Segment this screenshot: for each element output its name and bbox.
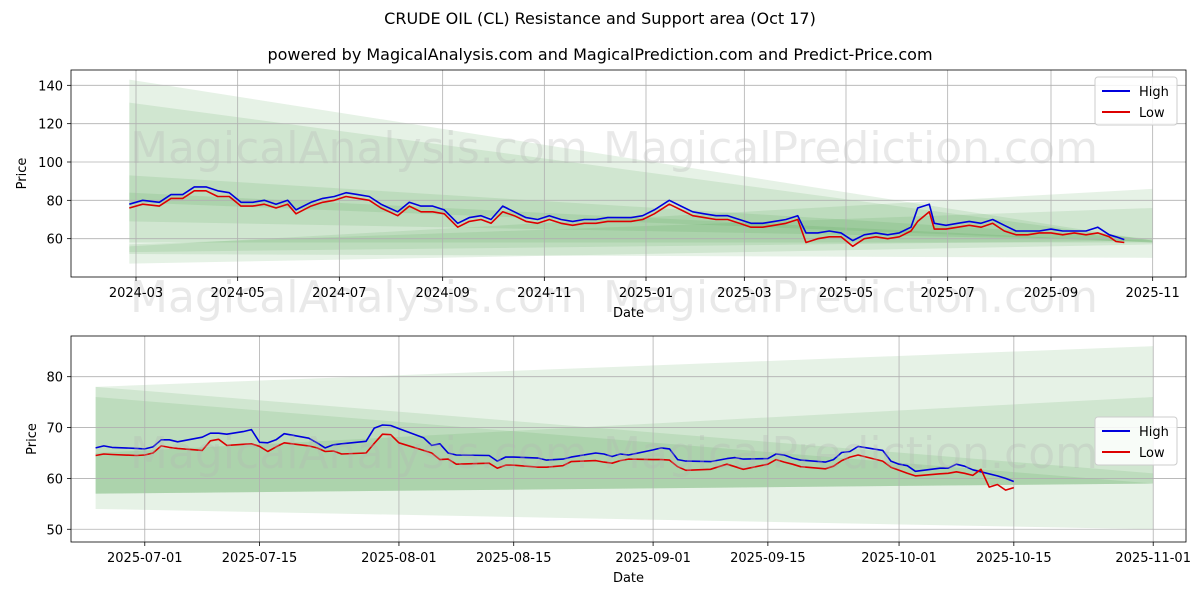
x-tick-label: 2025-07-01 xyxy=(107,551,183,566)
axes-frame xyxy=(70,335,1187,543)
x-tick-label: 2025-10-15 xyxy=(976,551,1052,566)
x-axis-label: Date xyxy=(613,306,644,321)
watermark-text: MagicalPrediction.com xyxy=(603,428,1098,479)
legend-label-high: High xyxy=(1139,425,1169,440)
plot-area-top xyxy=(71,70,1186,277)
x-tick-label: 2025-10-01 xyxy=(861,551,937,566)
series-line-low xyxy=(95,433,1015,491)
resistance-support-band-top-2 xyxy=(129,175,1153,243)
legend-label-low: Low xyxy=(1139,446,1165,461)
y-tick-label: 100 xyxy=(38,156,63,171)
y-tick-label: 140 xyxy=(38,79,63,94)
legend-bottom: High Low xyxy=(1094,416,1178,466)
plot-area-bottom xyxy=(71,336,1186,542)
chart-panel-bottom: MagicalAnalysis.com MagicalPrediction.com… xyxy=(25,335,1191,586)
y-tick-label: 70 xyxy=(46,422,63,437)
x-tick-label: 2024-09 xyxy=(416,286,470,301)
y-tick-label: 120 xyxy=(38,118,63,133)
y-tick-label: 60 xyxy=(46,233,63,248)
x-tick-label: 2025-03 xyxy=(717,286,771,301)
x-tick-label: 2025-09-01 xyxy=(615,551,691,566)
legend-label-low: Low xyxy=(1139,106,1165,121)
x-tick-label: 2024-07 xyxy=(312,286,366,301)
resistance-support-band-bottom-1 xyxy=(95,397,1154,494)
y-axis-label: Price xyxy=(15,158,30,190)
resistance-support-band-top-3 xyxy=(129,192,1153,243)
resistance-support-band-top-5 xyxy=(129,208,1153,253)
watermark-text: MagicalAnalysis.com xyxy=(130,272,588,323)
series-line-high xyxy=(129,186,1125,242)
x-tick-label: 2025-08-01 xyxy=(361,551,437,566)
y-tick-label: 80 xyxy=(46,371,63,386)
resistance-support-band-bottom-2 xyxy=(95,346,1154,494)
y-tick-label: 80 xyxy=(46,194,63,209)
resistance-support-band-top-4 xyxy=(129,188,1153,258)
series-line-high xyxy=(95,424,1015,483)
resistance-support-band-top-1 xyxy=(129,102,1153,243)
chart-subtitle: powered by MagicalAnalysis.com and Magic… xyxy=(267,45,933,64)
watermark-text: MagicalAnalysis.com xyxy=(130,123,588,174)
x-tick-label: 2025-05 xyxy=(819,286,873,301)
x-tick-label: 2025-11 xyxy=(1126,286,1180,301)
chart-title: CRUDE OIL (CL) Resistance and Support ar… xyxy=(384,9,816,28)
x-tick-label: 2025-08-15 xyxy=(476,551,552,566)
x-tick-label: 2025-11-01 xyxy=(1115,551,1191,566)
x-axis-label: Date xyxy=(613,571,644,586)
resistance-support-band-top-0 xyxy=(129,79,1153,264)
y-tick-label: 50 xyxy=(46,523,63,538)
x-tick-label: 2025-09 xyxy=(1024,286,1078,301)
x-tick-label: 2025-01 xyxy=(619,286,673,301)
watermark-text: MagicalPrediction.com xyxy=(603,272,1098,323)
watermark-text: MagicalAnalysis.com xyxy=(130,428,588,479)
x-tick-label: 2025-07 xyxy=(921,286,975,301)
resistance-support-band-bottom-3 xyxy=(95,397,1154,494)
x-tick-label: 2024-03 xyxy=(109,286,163,301)
x-tick-label: 2024-11 xyxy=(517,286,571,301)
y-axis-label: Price xyxy=(25,423,40,455)
x-tick-label: 2024-05 xyxy=(211,286,265,301)
watermark-text: MagicalPrediction.com xyxy=(603,123,1098,174)
legend-top: High Low xyxy=(1094,76,1178,126)
legend-label-high: High xyxy=(1139,85,1169,100)
x-tick-label: 2025-07-15 xyxy=(222,551,298,566)
x-tick-label: 2025-09-15 xyxy=(730,551,806,566)
chart-panel-top: MagicalAnalysis.com MagicalPrediction.com… xyxy=(15,69,1187,323)
y-tick-label: 60 xyxy=(46,472,63,487)
axes-frame xyxy=(70,69,1187,278)
resistance-support-band-bottom-0 xyxy=(95,386,1154,530)
series-line-low xyxy=(129,190,1125,248)
